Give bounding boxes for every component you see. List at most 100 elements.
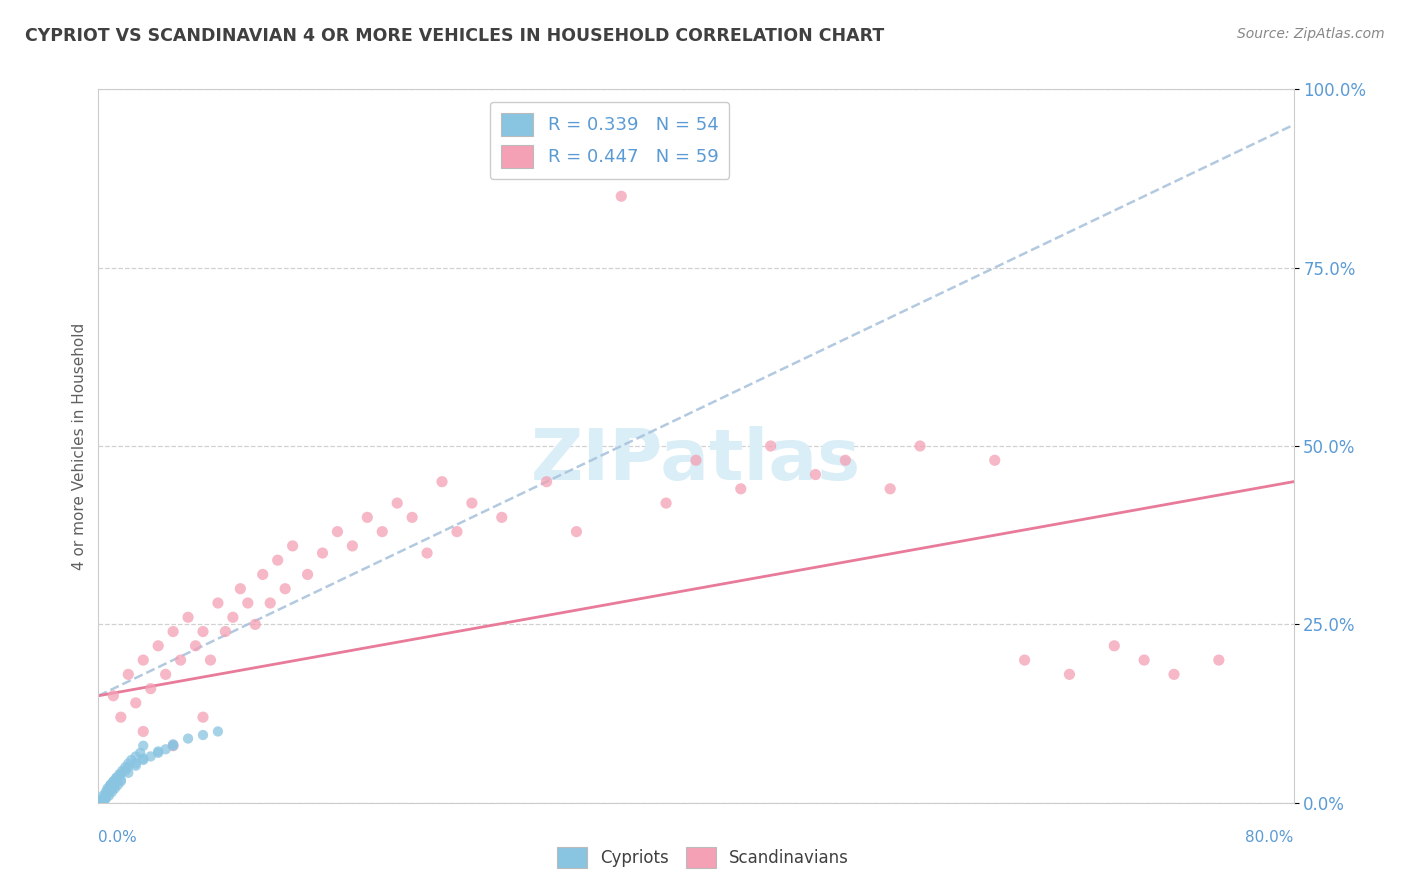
- Point: [108, 767, 131, 781]
- Point: [245, 617, 267, 632]
- Point: [125, 749, 148, 764]
- Point: [148, 744, 170, 758]
- Point: [93, 792, 115, 806]
- Point: [93, 790, 115, 805]
- Point: [1059, 667, 1081, 681]
- Point: [101, 785, 124, 799]
- Point: [191, 728, 214, 742]
- Point: [110, 710, 132, 724]
- Point: [125, 696, 148, 710]
- Point: [191, 710, 214, 724]
- Point: [114, 764, 136, 778]
- Point: [90, 795, 112, 809]
- Point: [252, 567, 274, 582]
- Point: [148, 639, 170, 653]
- Point: [342, 539, 364, 553]
- Point: [177, 731, 200, 746]
- Point: [117, 760, 139, 774]
- Point: [139, 749, 162, 764]
- Point: [98, 778, 122, 792]
- Text: 0.0%: 0.0%: [98, 830, 138, 845]
- Point: [371, 524, 394, 539]
- Point: [162, 739, 184, 753]
- Point: [98, 783, 122, 797]
- Point: [416, 546, 439, 560]
- Point: [297, 567, 319, 582]
- Point: [162, 739, 184, 753]
- Point: [97, 789, 120, 803]
- Point: [155, 667, 177, 681]
- Point: [110, 774, 132, 789]
- Point: [610, 189, 633, 203]
- Point: [259, 596, 281, 610]
- Point: [94, 791, 117, 805]
- Point: [229, 582, 252, 596]
- Point: [385, 496, 409, 510]
- Point: [655, 496, 678, 510]
- Point: [326, 524, 349, 539]
- Point: [117, 765, 139, 780]
- Point: [236, 596, 259, 610]
- Point: [207, 596, 229, 610]
- Point: [93, 793, 115, 807]
- Point: [191, 624, 214, 639]
- Point: [132, 753, 155, 767]
- Point: [103, 774, 125, 789]
- Point: [155, 742, 177, 756]
- Point: [908, 439, 931, 453]
- Text: CYPRIOT VS SCANDINAVIAN 4 OR MORE VEHICLES IN HOUSEHOLD CORRELATION CHART: CYPRIOT VS SCANDINAVIAN 4 OR MORE VEHICL…: [25, 27, 884, 45]
- Point: [98, 778, 122, 792]
- Point: [461, 496, 484, 510]
- Point: [110, 767, 132, 781]
- Point: [91, 789, 114, 803]
- Point: [536, 475, 558, 489]
- Point: [96, 785, 118, 799]
- Point: [103, 780, 125, 794]
- Point: [103, 689, 125, 703]
- Point: [132, 739, 155, 753]
- Point: [96, 781, 118, 796]
- Point: [1163, 667, 1185, 681]
- Point: [96, 787, 118, 801]
- Point: [103, 774, 125, 789]
- Point: [222, 610, 245, 624]
- Point: [281, 539, 304, 553]
- Y-axis label: 4 or more Vehicles in Household: 4 or more Vehicles in Household: [72, 322, 87, 570]
- Point: [565, 524, 588, 539]
- Point: [169, 653, 191, 667]
- Point: [214, 624, 236, 639]
- Point: [117, 756, 139, 771]
- Point: [834, 453, 856, 467]
- Point: [111, 764, 134, 778]
- Point: [430, 475, 453, 489]
- Point: [162, 737, 184, 751]
- Point: [274, 582, 297, 596]
- Point: [125, 756, 148, 771]
- Point: [120, 753, 142, 767]
- Point: [148, 746, 170, 760]
- Point: [879, 482, 901, 496]
- Point: [114, 760, 136, 774]
- Point: [1014, 653, 1036, 667]
- Point: [1133, 653, 1156, 667]
- Point: [177, 610, 200, 624]
- Point: [730, 482, 752, 496]
- Point: [356, 510, 378, 524]
- Point: [97, 781, 120, 796]
- Point: [105, 771, 128, 785]
- Point: [132, 653, 155, 667]
- Point: [91, 792, 114, 806]
- Text: ZIPatlas: ZIPatlas: [531, 425, 860, 495]
- Point: [129, 746, 152, 760]
- Point: [117, 667, 139, 681]
- Point: [759, 439, 782, 453]
- Point: [1208, 653, 1230, 667]
- Point: [200, 653, 222, 667]
- Legend: Cypriots, Scandinavians: Cypriots, Scandinavians: [548, 838, 858, 877]
- Point: [104, 781, 127, 796]
- Point: [685, 453, 707, 467]
- Point: [162, 624, 184, 639]
- Point: [267, 553, 290, 567]
- Point: [90, 794, 112, 808]
- Point: [91, 794, 114, 808]
